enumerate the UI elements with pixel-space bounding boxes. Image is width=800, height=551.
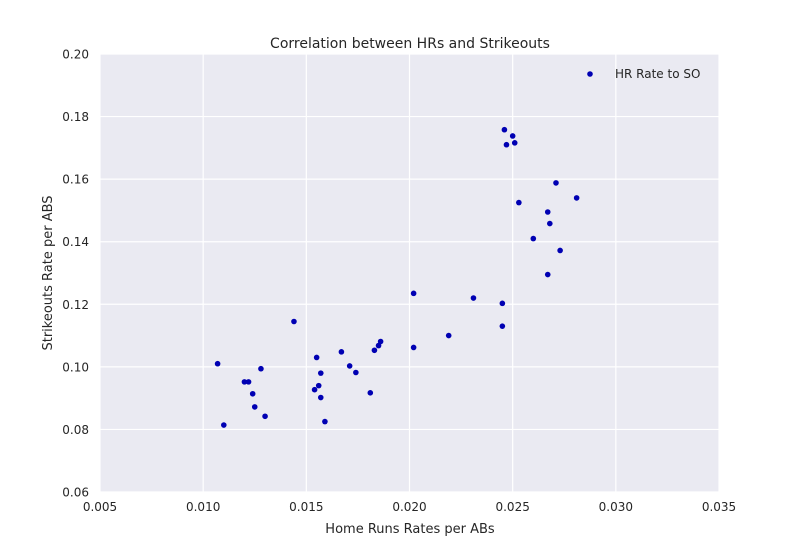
data-point xyxy=(573,195,580,201)
x-tick-label: 0.035 xyxy=(702,500,736,514)
y-tick-label: 0.06 xyxy=(62,486,89,500)
data-points xyxy=(214,126,580,428)
legend-marker xyxy=(587,71,593,77)
y-tick-label: 0.10 xyxy=(62,360,89,374)
data-point xyxy=(241,379,248,385)
data-point xyxy=(221,422,227,428)
data-point xyxy=(313,354,320,361)
x-tick-label: 0.025 xyxy=(495,500,529,514)
y-tick-label: 0.08 xyxy=(62,423,89,437)
x-axis-label: Home Runs Rates per ABs xyxy=(325,522,495,537)
data-point xyxy=(501,126,508,133)
data-point xyxy=(291,318,297,325)
data-point xyxy=(553,180,559,186)
y-axis-label: Strikeouts Rate per ABS xyxy=(41,195,56,350)
data-point xyxy=(410,344,417,351)
y-tick-labels: 0.06 0.08 0.10 0.12 0.14 0.16 0.18 0.20 xyxy=(62,48,89,500)
data-point xyxy=(371,347,378,354)
data-point xyxy=(317,394,324,401)
data-point xyxy=(547,220,553,227)
data-point xyxy=(410,290,417,297)
data-point xyxy=(503,141,510,148)
data-point xyxy=(214,360,221,367)
data-point xyxy=(544,271,551,278)
legend-label: HR Rate to SO xyxy=(615,67,700,81)
x-tick-label: 0.005 xyxy=(83,500,117,514)
x-tick-labels: 0.005 0.010 0.015 0.020 0.025 0.030 0.035 xyxy=(83,500,736,514)
y-tick-label: 0.12 xyxy=(62,298,89,312)
data-point xyxy=(377,338,384,345)
chart-title: Correlation between HRs and Strikeouts xyxy=(270,36,550,52)
legend: HR Rate to SO xyxy=(587,67,700,81)
y-tick-label: 0.18 xyxy=(62,110,89,124)
data-point xyxy=(499,300,506,307)
data-point xyxy=(311,386,318,393)
data-point xyxy=(557,247,563,254)
data-point xyxy=(258,365,264,372)
data-point xyxy=(509,133,516,139)
data-point xyxy=(544,209,551,215)
data-point xyxy=(511,140,518,146)
data-point xyxy=(245,379,252,385)
data-point xyxy=(499,323,506,329)
x-tick-label: 0.030 xyxy=(599,500,633,514)
y-tick-label: 0.14 xyxy=(62,235,89,249)
x-tick-label: 0.015 xyxy=(289,500,323,514)
x-tick-label: 0.010 xyxy=(186,500,220,514)
y-tick-label: 0.16 xyxy=(62,173,89,187)
data-point xyxy=(262,413,268,420)
data-point xyxy=(346,363,353,369)
data-point xyxy=(322,418,328,425)
data-point xyxy=(353,369,359,376)
data-point xyxy=(338,349,345,355)
data-point xyxy=(445,332,452,339)
data-point xyxy=(516,199,522,206)
data-point xyxy=(367,390,374,396)
x-tick-label: 0.020 xyxy=(392,500,426,514)
data-point xyxy=(251,404,258,410)
data-point xyxy=(470,295,477,301)
data-point xyxy=(317,370,324,376)
y-tick-label: 0.20 xyxy=(62,48,89,62)
data-point xyxy=(530,235,537,242)
grid-lines xyxy=(99,53,720,493)
data-point xyxy=(315,382,322,389)
data-point xyxy=(249,390,256,397)
